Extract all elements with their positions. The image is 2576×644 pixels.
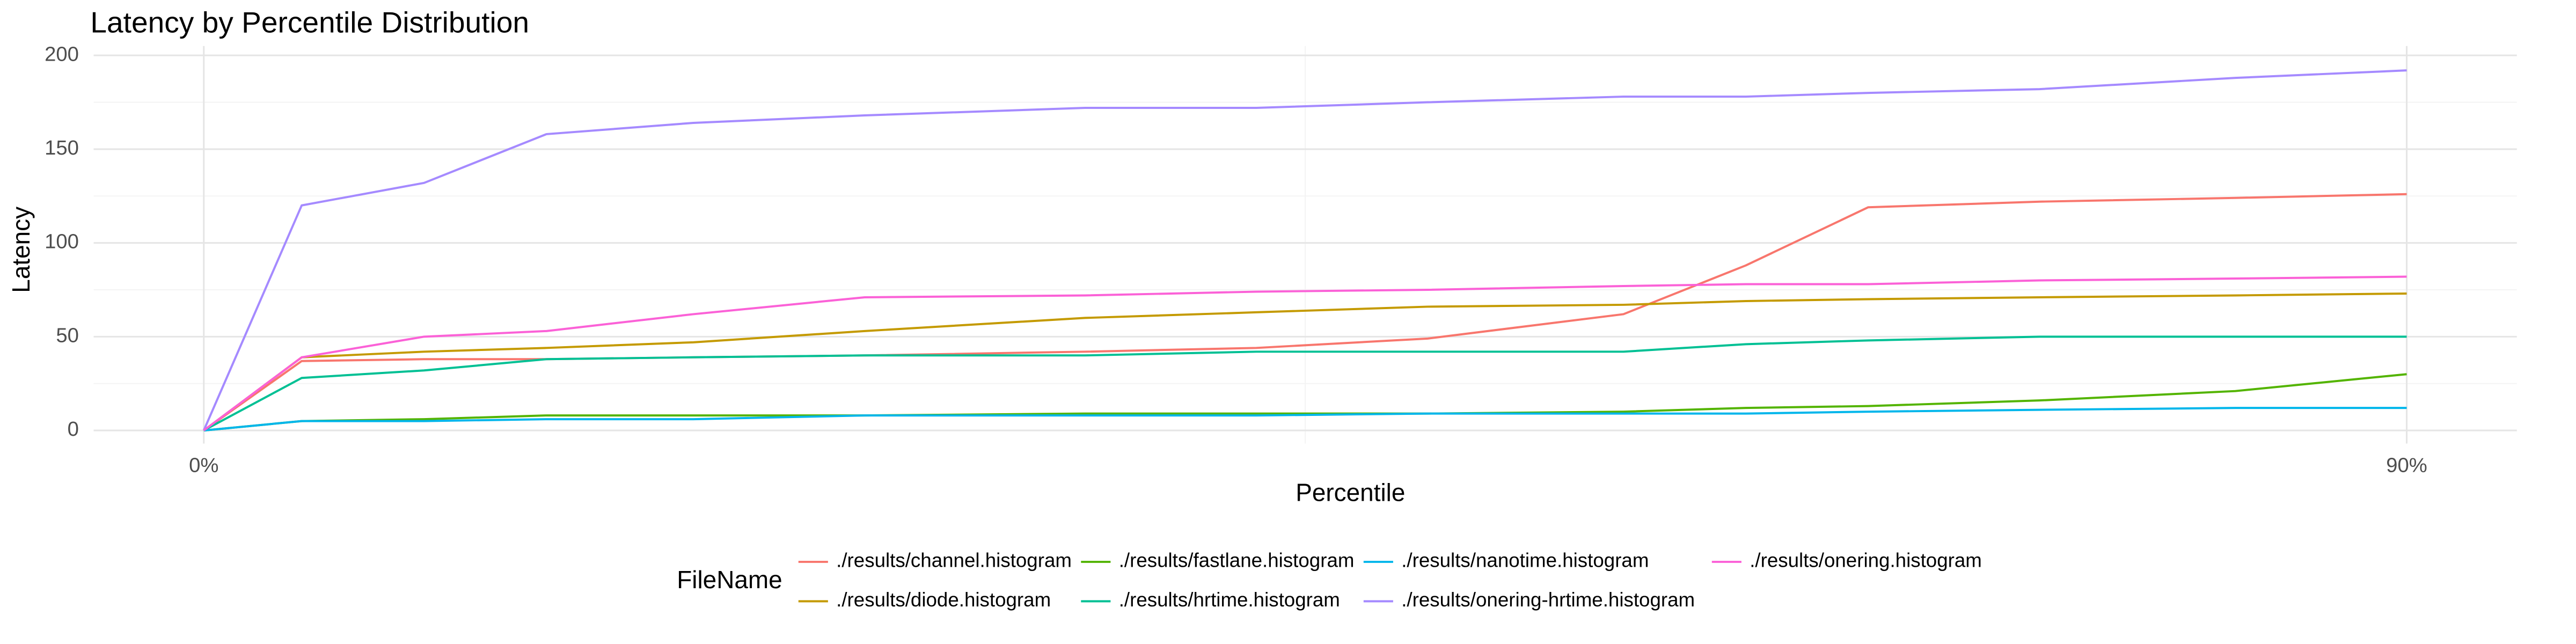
x-axis-title: Percentile [1296, 479, 1405, 507]
chart-title: Latency by Percentile Distribution [90, 5, 529, 39]
y-tick-label: 150 [45, 136, 79, 159]
x-tick-label: 90% [2386, 453, 2427, 477]
line [203, 335, 2407, 431]
legend-label: ./results/onering-hrtime.histogram [1401, 589, 1695, 611]
legend-label: ./results/onering.histogram [1750, 550, 1982, 572]
legend-label: ./results/hrtime.histogram [1119, 589, 1340, 611]
line [203, 275, 2407, 431]
line [202, 69, 2407, 431]
line [203, 407, 2407, 432]
line [203, 373, 2407, 432]
y-axis-title: Latency [7, 207, 35, 293]
legend-label: ./results/nanotime.histogram [1401, 550, 1649, 572]
legend-label: ./results/diode.histogram [836, 589, 1051, 611]
legend-title: FileName [677, 566, 782, 594]
y-tick-label: 50 [56, 324, 79, 347]
y-tick-label: 200 [45, 42, 79, 65]
legend-label: ./results/fastlane.histogram [1119, 550, 1355, 572]
legend-label: ./results/channel.histogram [836, 550, 1072, 572]
x-tick-label: 0% [189, 453, 218, 477]
line [203, 193, 2407, 431]
y-tick-label: 100 [45, 230, 79, 253]
line [203, 292, 2407, 431]
y-tick-label: 0 [68, 418, 79, 441]
